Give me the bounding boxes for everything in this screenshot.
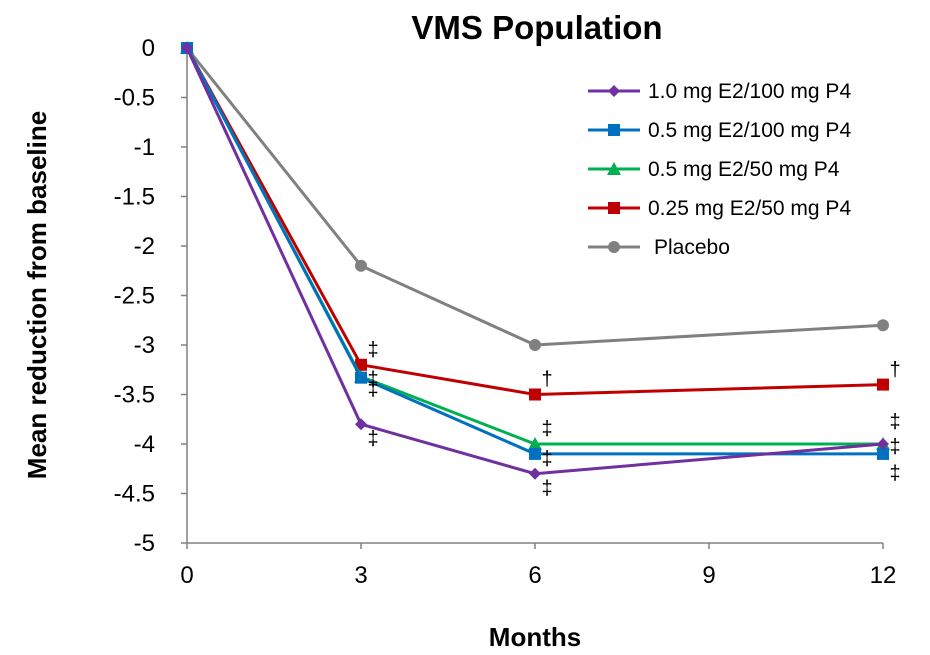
legend-label: 0.5 mg E2/50 mg P4 xyxy=(648,158,840,181)
x-axis-title: Months xyxy=(489,622,581,652)
legend-label: 0.5 mg E2/100 mg P4 xyxy=(648,119,851,142)
y-tick-label: -1 xyxy=(134,134,155,161)
series-layer xyxy=(180,41,890,480)
legend-item: 0.5 mg E2/100 mg P4 xyxy=(588,119,851,142)
y-tick-label: -2.5 xyxy=(114,283,155,310)
data-point xyxy=(181,42,193,54)
significance-marker: ‡ xyxy=(367,369,378,391)
y-tick-label: -2 xyxy=(134,233,155,260)
significance-marker: ‡ xyxy=(541,418,552,440)
y-tick-label: 0 xyxy=(142,35,155,62)
chart-title: VMS Population xyxy=(411,9,662,46)
series-line xyxy=(185,47,884,347)
x-tick-label: 9 xyxy=(702,562,715,589)
legend-swatch-marker xyxy=(608,85,620,97)
axes: 0 -0.5 -1 -1.5 -2 -2.5 -3 -3.5 -4 -4.5 -5 0 3 6 9 12 xyxy=(114,35,897,589)
data-point xyxy=(355,418,367,431)
data-point xyxy=(877,378,889,391)
series-line xyxy=(185,47,884,397)
legend-item: 0.5 mg E2/50 mg P4 xyxy=(588,158,840,181)
significance-marker: ‡ xyxy=(367,339,378,361)
data-point xyxy=(529,339,541,351)
data-point xyxy=(877,438,889,450)
data-point xyxy=(528,437,542,450)
series-line xyxy=(185,47,884,476)
x-tick-label: 3 xyxy=(354,562,367,589)
data-point xyxy=(529,388,541,401)
y-tick-label: -1.5 xyxy=(114,184,155,211)
legend-item: 1.0 mg E2/100 mg P4 xyxy=(588,80,851,103)
legend-swatch-marker xyxy=(608,202,620,214)
data-point xyxy=(877,319,889,332)
significance-marker: ‡ xyxy=(889,411,900,433)
legend-item: 0.25 mg E2/50 mg P4 xyxy=(588,197,851,220)
x-tick-label: 12 xyxy=(870,562,897,589)
legend-label: 1.0 mg E2/100 mg P4 xyxy=(648,80,851,103)
data-point xyxy=(529,467,541,480)
legend-swatch-marker xyxy=(607,162,621,175)
x-tick-label: 6 xyxy=(528,562,541,589)
significance-marker: ‡ xyxy=(889,463,900,485)
series-1 xyxy=(181,42,889,480)
data-point xyxy=(355,358,367,371)
legend-swatch-marker xyxy=(608,124,620,136)
significance-marker: ‡ xyxy=(541,478,552,500)
y-tick-label: -5 xyxy=(134,530,155,557)
data-point xyxy=(355,371,367,384)
y-axis-title: Mean reduction from baseline xyxy=(22,111,52,479)
data-point xyxy=(877,447,889,460)
x-tick-label: 0 xyxy=(180,562,193,589)
legend-item: Placebo xyxy=(588,236,730,259)
legend: 1.0 mg E2/100 mg P4 0.5 mg E2/100 mg P4 0.… xyxy=(588,80,851,259)
significance-annotations: ‡‡‡‡†‡‡‡†‡‡‡ xyxy=(367,339,900,500)
y-tick-label: -0.5 xyxy=(114,85,155,112)
y-tick-label: -3 xyxy=(134,332,155,359)
series-line xyxy=(185,47,883,456)
significance-marker: † xyxy=(889,359,900,381)
significance-marker: ‡ xyxy=(367,379,378,401)
significance-marker: ‡ xyxy=(367,428,378,450)
series-5 xyxy=(181,42,889,351)
y-tick-label: -4.5 xyxy=(114,481,155,508)
significance-marker: ‡ xyxy=(889,436,900,458)
significance-marker: ‡ xyxy=(541,448,552,470)
y-tick-label: -3.5 xyxy=(114,382,155,409)
legend-label: Placebo xyxy=(654,236,730,259)
data-point xyxy=(529,447,541,460)
data-point xyxy=(355,259,367,272)
y-tick-label: -4 xyxy=(134,431,155,458)
legend-label: 0.25 mg E2/50 mg P4 xyxy=(648,197,851,220)
legend-swatch-marker xyxy=(608,241,620,253)
significance-marker: † xyxy=(541,369,552,391)
